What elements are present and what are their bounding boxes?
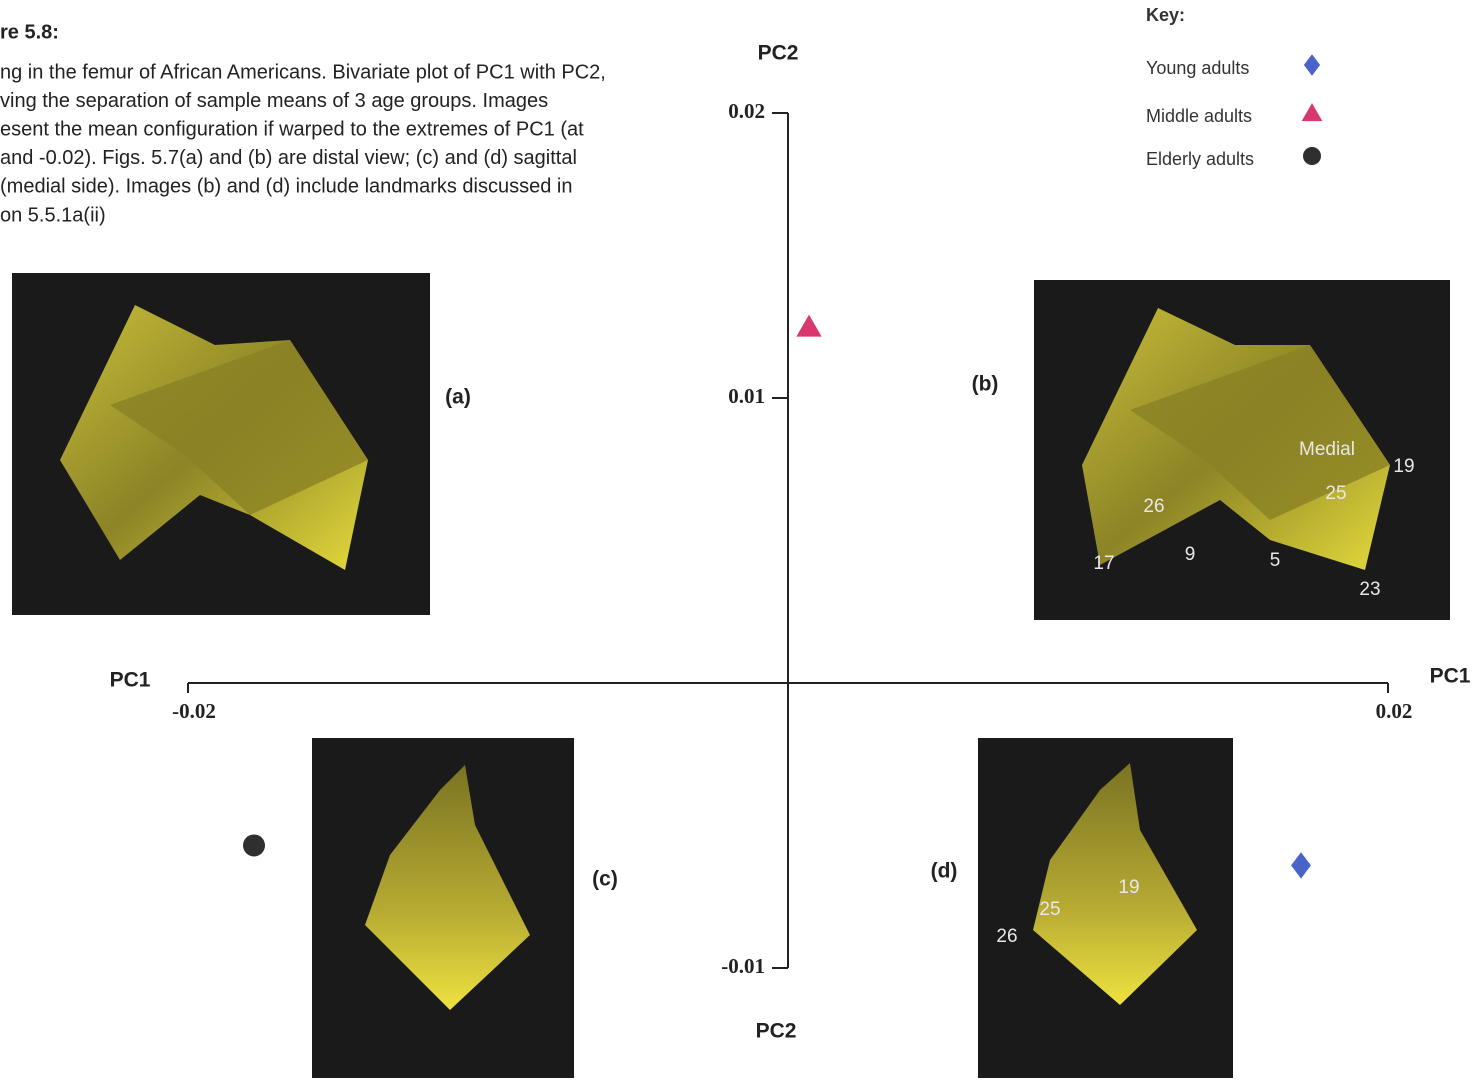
bone-shape [1033, 763, 1197, 1005]
y-tick-label: -0.01 [721, 954, 765, 978]
legend-label: Elderly adults [1146, 149, 1254, 169]
x-axis-title: PC1 [1430, 665, 1471, 688]
bone-shape [110, 340, 368, 515]
legend-label: Middle adults [1146, 106, 1252, 126]
panel-label: (a) [445, 386, 471, 409]
landmark-label: 19 [1393, 456, 1414, 477]
data-point [243, 834, 265, 857]
caption-line: ving the separation of sample means of 3… [0, 90, 548, 112]
landmark-label: 19 [1118, 877, 1139, 898]
panel-label: (c) [592, 868, 618, 891]
landmark-label: 25 [1039, 899, 1060, 920]
landmark-label: 26 [1143, 496, 1164, 517]
caption: re 5.8: [0, 21, 59, 43]
legend-marker [1303, 147, 1321, 165]
landmark-label: 25 [1325, 483, 1346, 504]
caption-line: and -0.02). Figs. 5.7(a) and (b) are dis… [0, 147, 577, 169]
caption-line: (medial side). Images (b) and (d) includ… [0, 176, 572, 198]
landmark-label: 17 [1093, 553, 1114, 574]
x-tick-label: 0.02 [1376, 699, 1413, 723]
panel-images [12, 273, 1450, 1078]
data-point [796, 314, 822, 337]
caption-line: esent the mean configuration if warped t… [0, 118, 584, 140]
legend-marker [1303, 54, 1321, 76]
x-tick-label: -0.02 [172, 699, 216, 723]
bone-shape [365, 765, 530, 1010]
landmark-label: 5 [1270, 550, 1281, 571]
y-tick-label: 0.02 [728, 99, 765, 123]
y-axis-title: PC2 [756, 1020, 797, 1043]
landmark-label: 23 [1359, 579, 1380, 600]
bone-shape [1130, 345, 1390, 520]
panel-label: (d) [931, 860, 958, 883]
data-point [1291, 852, 1311, 879]
y-axis-title: PC2 [758, 42, 799, 65]
caption-line: ng in the femur of African Americans. Bi… [0, 61, 606, 83]
landmark-label: 26 [996, 926, 1017, 947]
y-tick-label: 0.01 [728, 384, 765, 408]
caption-line: on 5.5.1a(ii) [0, 204, 106, 226]
caption-heading: re 5.8: [0, 21, 59, 43]
legend-title: Key: [1146, 5, 1185, 25]
landmark-label: 9 [1185, 544, 1196, 565]
legend-label: Young adults [1146, 58, 1249, 78]
x-axis-title: PC1 [110, 669, 151, 692]
landmark-label: Medial [1299, 439, 1355, 460]
legend-marker [1301, 103, 1323, 122]
panel-label: (b) [972, 373, 999, 396]
